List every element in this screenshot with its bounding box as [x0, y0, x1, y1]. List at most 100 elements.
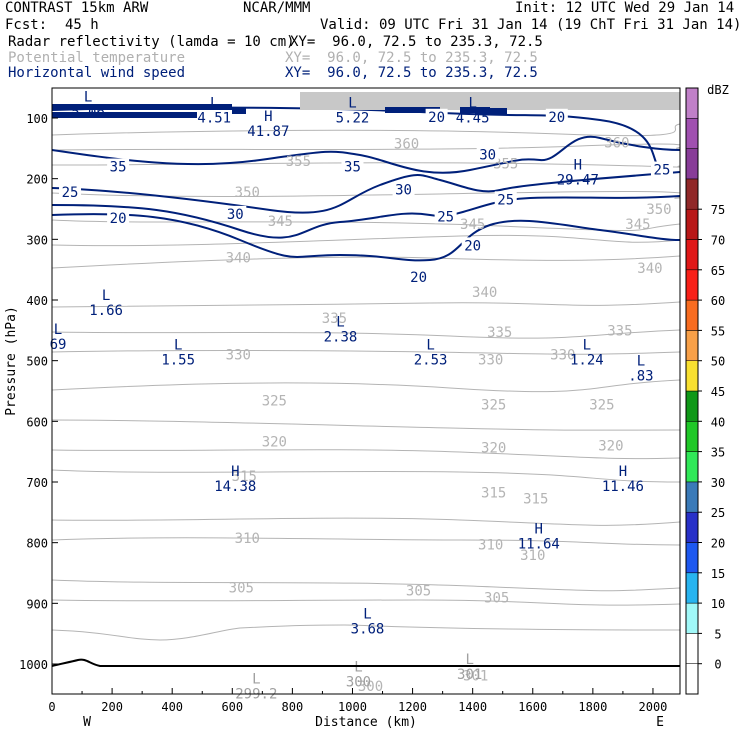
forecast-label: Fcst:: [5, 17, 48, 33]
wind-label-mask: [545, 108, 568, 124]
wind-label-mask: [107, 210, 130, 226]
x-tick-label: 2000: [639, 700, 668, 714]
wind-contour-label: 35: [344, 160, 361, 176]
colorbar-swatch: [685, 390, 699, 422]
extremum-value: 11.64: [518, 537, 560, 553]
extremum-value: 2.53: [414, 353, 448, 369]
colorbar: 0 5 10 15 20 25 30 35 40 45 50 55 60 65 70 75 dBZ: [685, 83, 729, 695]
field-theta-name: Potential temperature: [8, 50, 186, 66]
colorbar-swatch: [685, 118, 699, 149]
extremum-value: 1.55: [161, 353, 195, 369]
x-tick-label: 1400: [458, 700, 487, 714]
theta-contour-label: 310: [520, 548, 545, 564]
theta-contour-label: 325: [589, 397, 614, 413]
extremum-symbol: L: [637, 354, 645, 370]
colorbar-swatch: [685, 269, 699, 301]
field-wind-name: Horizontal wind speed: [8, 65, 186, 81]
extremum-symbol: L: [54, 322, 62, 338]
theta-contour-label: 335: [607, 323, 632, 339]
wind-label-mask: [392, 181, 415, 197]
field-reflectivity-xy: XY= 96.0, 72.5 to 235.3, 72.5: [290, 34, 543, 50]
wind-max-blob: [475, 108, 507, 114]
theta-contour-label: 305: [484, 590, 509, 606]
y-tick-label: 200: [26, 173, 48, 187]
extremum-symbol: L: [252, 671, 260, 687]
extremum-value: 14.38: [214, 479, 256, 495]
colorbar-level-label: 50: [711, 355, 725, 369]
colorbar-swatch: [685, 663, 699, 695]
wind-contour-label: 25: [437, 209, 454, 225]
extremum-symbol: H: [264, 109, 272, 125]
field-reflectivity-name: Radar reflectivity (lamda = 10 cm): [8, 34, 295, 50]
theta-contour-label: 340: [226, 251, 251, 267]
theta-contour-label: 355: [493, 157, 518, 173]
wind-label-mask: [59, 184, 82, 200]
extremum-symbol: L: [174, 338, 182, 354]
extremum-symbol: H: [619, 464, 627, 480]
x-axis-label: Distance (km): [315, 715, 417, 730]
theta-contour-label: 335: [487, 325, 512, 341]
wind-contour-label: 20: [464, 238, 481, 254]
wind-label-mask: [494, 191, 517, 207]
theta-contour-label: 315: [232, 469, 257, 485]
colorbar-swatch: [685, 87, 699, 119]
y-tick-label: 700: [26, 476, 48, 490]
colorbar-level-label: 55: [711, 324, 725, 338]
colorbar-level-label: 0: [714, 658, 721, 672]
colorbar-swatch: [685, 299, 699, 331]
wind-contour-label: 20: [428, 110, 445, 126]
colorbar-swatch: [685, 178, 699, 210]
x-tick-label: 1800: [578, 700, 607, 714]
theta-contour-label: 345: [268, 214, 293, 230]
y-tick-label: 400: [26, 294, 48, 308]
theta-contour-label: 305: [406, 584, 431, 600]
extremum-value: 4.45: [456, 111, 490, 127]
model-title: CONTRAST 15km ARW: [5, 0, 149, 16]
extremum-value: 5.06: [71, 105, 105, 121]
wind-contour-label: 25: [62, 185, 79, 201]
theta-contour-label: 300: [358, 679, 383, 695]
wind-label-mask: [407, 268, 430, 284]
colorbar-level-label: 10: [711, 597, 725, 611]
extremum-value: 3.68: [351, 622, 385, 638]
extremum-symbol: L: [336, 315, 344, 331]
wind-label-mask: [434, 208, 457, 224]
theta-contour-label: 320: [598, 439, 623, 455]
field-wind-xy: XY= 96.0, 72.5 to 235.3, 72.5: [285, 65, 538, 81]
wind-contour-label: 35: [110, 160, 127, 176]
extremum-value: 1.66: [89, 303, 123, 319]
wind-label-mask: [341, 158, 364, 174]
wind-contour-label: 30: [395, 183, 412, 199]
colorbar-level-label: 15: [711, 567, 725, 581]
colorbar-swatch: [685, 451, 699, 483]
colorbar-swatch: [685, 208, 699, 240]
theta-contour-label: 320: [481, 440, 506, 456]
extremum-symbol: L: [583, 338, 591, 354]
y-tick-label: 100: [26, 112, 48, 126]
extremum-symbol: H: [574, 158, 582, 174]
colorbar-level-label: 75: [711, 203, 725, 217]
colorbar-level-label: 70: [711, 234, 725, 248]
wind-max-blob: [232, 108, 246, 114]
theta-contour-label: 315: [481, 485, 506, 501]
plot-frame: [51, 87, 681, 695]
extremum-symbol: L: [465, 652, 473, 668]
theta-contour-label: 355: [286, 154, 311, 170]
extremum-symbol: L: [468, 96, 476, 112]
wind-max-blob: [52, 104, 232, 110]
colorbar-swatch: [685, 239, 699, 271]
colorbar-level-label: 35: [711, 446, 725, 460]
extremum-value: 5.22: [336, 111, 370, 127]
theta-contour-label: 325: [262, 394, 287, 410]
extremum-symbol: L: [348, 96, 356, 112]
extremum-symbol: L: [84, 90, 92, 106]
wind-label-mask: [461, 237, 484, 253]
wind-label-mask: [476, 146, 499, 162]
forecast-hour: 45 h: [65, 17, 99, 33]
wind-contour-label: 30: [479, 147, 496, 163]
theta-contour-label: 335: [322, 311, 347, 327]
colorbar-swatch: [685, 360, 699, 392]
extremum-symbol: H: [231, 464, 239, 480]
theta-contour-lines: [52, 123, 680, 641]
